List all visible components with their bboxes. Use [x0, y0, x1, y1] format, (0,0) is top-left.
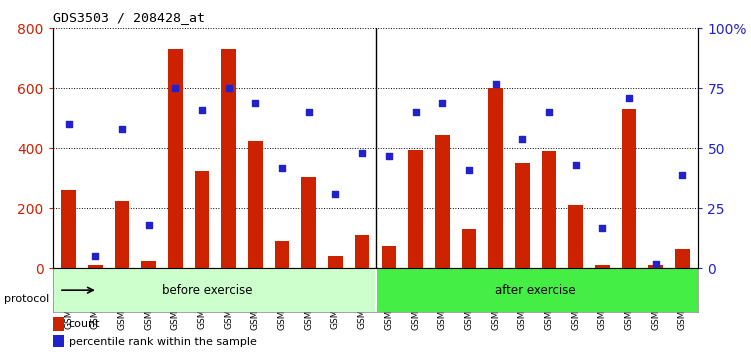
Point	[516, 136, 528, 142]
Bar	[569, 205, 583, 268]
Bar	[53, 317, 64, 331]
Point	[303, 109, 315, 115]
Bar	[354, 235, 369, 268]
Point	[223, 86, 235, 91]
Bar	[53, 268, 376, 312]
Bar	[53, 335, 64, 349]
Bar	[675, 249, 689, 268]
Bar	[222, 49, 236, 268]
Point	[490, 81, 502, 86]
Point	[596, 225, 608, 230]
Bar	[435, 135, 450, 268]
Bar	[141, 261, 156, 268]
Bar	[88, 266, 103, 268]
Bar	[328, 256, 342, 268]
Bar	[168, 49, 182, 268]
Point	[623, 95, 635, 101]
Text: after exercise: after exercise	[496, 284, 576, 297]
Point	[169, 86, 181, 91]
Bar	[488, 88, 503, 268]
Bar	[462, 229, 476, 268]
Point	[383, 153, 395, 158]
Bar	[409, 150, 423, 268]
Point	[330, 191, 342, 197]
Point	[409, 109, 421, 115]
Text: GDS3503 / 208428_at: GDS3503 / 208428_at	[53, 11, 204, 24]
Point	[116, 126, 128, 132]
Bar	[195, 171, 210, 268]
Text: before exercise: before exercise	[162, 284, 252, 297]
Text: percentile rank within the sample: percentile rank within the sample	[69, 337, 257, 347]
Bar	[275, 241, 289, 268]
Point	[436, 100, 448, 105]
Bar	[595, 266, 610, 268]
Point	[143, 222, 155, 228]
Point	[62, 121, 74, 127]
Bar	[622, 109, 636, 268]
Point	[543, 109, 555, 115]
Bar	[382, 246, 397, 268]
Bar	[376, 268, 698, 312]
Point	[276, 165, 288, 170]
Point	[249, 100, 261, 105]
Bar	[515, 163, 529, 268]
Bar	[301, 177, 316, 268]
Point	[89, 253, 101, 259]
Bar	[115, 201, 129, 268]
Point	[650, 261, 662, 267]
Text: protocol: protocol	[4, 294, 49, 304]
Bar	[648, 266, 663, 268]
Point	[356, 150, 368, 156]
Text: count: count	[69, 319, 100, 329]
Bar	[62, 190, 76, 268]
Point	[463, 167, 475, 173]
Point	[570, 162, 582, 168]
Bar	[541, 152, 556, 268]
Point	[677, 172, 689, 178]
Point	[196, 107, 208, 113]
Bar	[248, 141, 263, 268]
